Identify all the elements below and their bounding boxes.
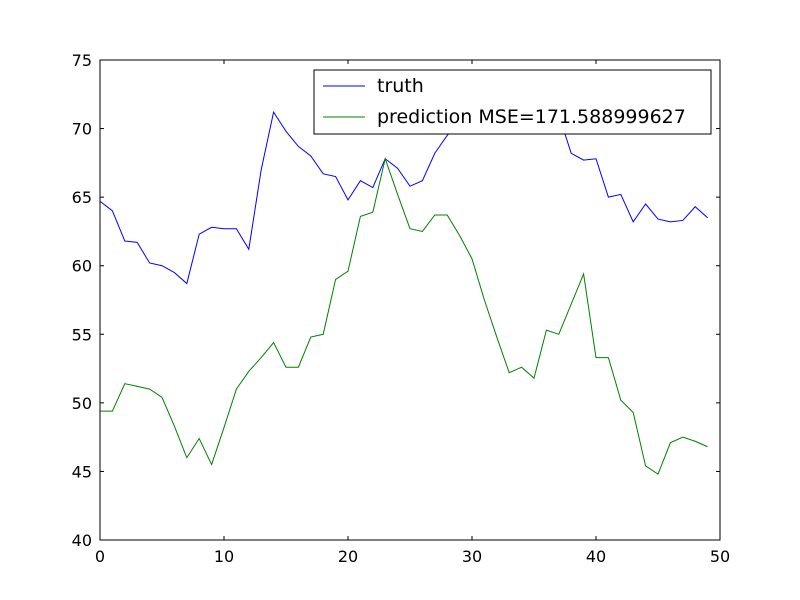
legend-box: [313, 69, 712, 135]
plot-frame: [99, 59, 721, 541]
y-tick-label: 60: [72, 257, 92, 276]
y-tick-label: 75: [72, 51, 92, 70]
y-tick-label: 50: [72, 394, 92, 413]
x-tick-label: 30: [462, 547, 482, 566]
plot-area: [100, 60, 720, 540]
legend-label-truth: truth: [377, 75, 424, 97]
x-tick-label: 40: [586, 547, 606, 566]
x-tick-label: 0: [95, 547, 105, 566]
y-tick-label: 70: [72, 120, 92, 139]
series-line-1: [100, 156, 708, 475]
legend-label-prediction: prediction MSE=171.588999627: [377, 106, 686, 128]
series-line-0: [99, 110, 708, 285]
x-tick-label: 10: [214, 547, 234, 566]
x-tick-label: 20: [338, 547, 358, 566]
ticks-layer: 0 10 20 30 40 50 40 45 50 55 60 65 70 75: [72, 51, 731, 566]
series-layer: [99, 110, 708, 475]
y-tick-label: 45: [72, 462, 92, 481]
y-tick-label: 65: [72, 188, 92, 207]
legend: truth prediction MSE=171.588999627: [313, 69, 712, 135]
y-tick-label: 55: [72, 325, 92, 344]
x-tick-label: 50: [710, 547, 730, 566]
y-tick-label: 40: [72, 531, 92, 550]
